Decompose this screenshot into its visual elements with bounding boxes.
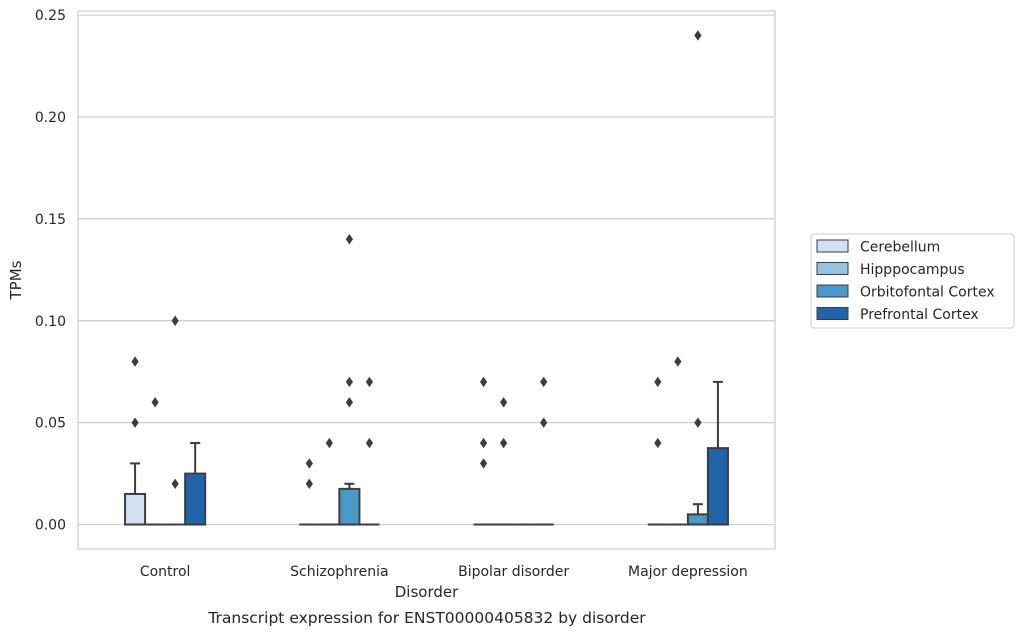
y-tick-label: 0.15 (35, 212, 66, 228)
box-body (706, 447, 729, 526)
outlier-point (305, 458, 313, 469)
legend-label: Prefrontal Cortex (860, 307, 979, 323)
legend-swatch (816, 307, 849, 320)
outlier-point (694, 417, 702, 428)
box-body (686, 513, 709, 526)
outlier-point (654, 437, 662, 449)
outlier-point (325, 437, 333, 449)
boxes-layer (124, 380, 729, 526)
grid-layer (78, 14, 775, 526)
y-tick-label: 0.05 (35, 416, 66, 432)
x-tick-label: Control (140, 564, 191, 580)
box-prefrontal-cortex (706, 380, 729, 526)
outlier-point (345, 376, 353, 388)
outlier-point (365, 376, 374, 388)
legend-label: Cerebellum (860, 240, 940, 256)
outlier-point (131, 356, 139, 367)
outlier-point (500, 397, 508, 408)
box-body (124, 492, 147, 526)
y-tick-label: 0.00 (35, 518, 66, 534)
outlier-point (479, 376, 488, 388)
box-prefrontal-cortex (184, 442, 207, 526)
box-orbitofontal-cortex (686, 503, 709, 526)
outlier-point (345, 234, 353, 245)
outlier-point (365, 437, 374, 449)
y-tick-label: 0.25 (35, 8, 66, 24)
x-tick-labels: Control Schizophrenia Bipolar disorder Majo… (140, 564, 748, 580)
legend: Cerebellum Hipppocampus Orbitofontal Corte… (810, 233, 1015, 329)
legend-label: Hipppocampus (860, 262, 965, 278)
outlier-point (171, 315, 179, 326)
outlier-point (171, 478, 179, 489)
outlier-point (345, 397, 353, 408)
outlier-point (131, 417, 139, 428)
y-tick-labels: 0.00 0.05 0.10 0.15 0.20 0.25 (35, 8, 66, 533)
outlier-point (500, 437, 508, 449)
y-axis-label: TPMs (7, 260, 25, 300)
x-tick-label: Bipolar disorder (458, 564, 569, 580)
chart-title: Transcript expression for ENST0000040583… (207, 609, 646, 627)
outlier-point (305, 478, 313, 489)
y-tick-label: 0.10 (35, 314, 66, 330)
outlier-point (479, 437, 488, 449)
legend-swatch (816, 284, 849, 298)
legend-items: Cerebellum Hipppocampus Orbitofontal Corte… (816, 239, 995, 323)
box-cerebellum (124, 462, 147, 526)
plot-area-frame (77, 10, 776, 550)
outliers-layer (131, 30, 702, 489)
box-orbitofontal-cortex (338, 482, 361, 526)
legend-label: Orbitofontal Cortex (860, 285, 995, 301)
x-axis-label: Disorder (395, 583, 459, 601)
outlier-point (694, 30, 702, 41)
x-tick-label: Schizophrenia (290, 564, 388, 580)
box-body (184, 472, 207, 526)
legend-swatch (816, 239, 849, 253)
x-tick-label: Major depression (628, 564, 748, 580)
y-tick-label: 0.20 (35, 110, 66, 126)
outlier-point (479, 458, 488, 469)
outlier-point (654, 376, 662, 388)
outlier-point (540, 417, 548, 428)
legend-swatch (816, 262, 849, 275)
outlier-point (540, 376, 548, 388)
legend-frame (810, 233, 1015, 329)
outlier-point (151, 397, 159, 408)
outlier-point (674, 356, 682, 367)
box-body (338, 487, 361, 526)
